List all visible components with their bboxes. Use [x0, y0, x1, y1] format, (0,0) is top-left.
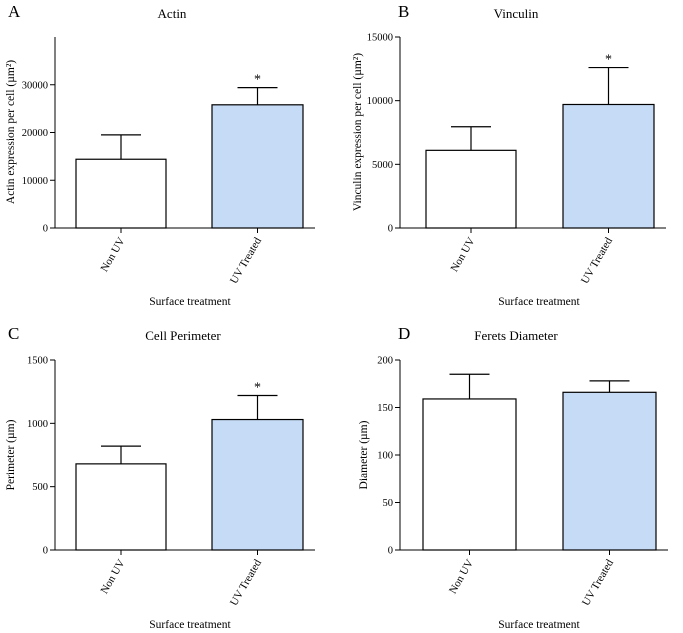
y-tick-label: 500 [32, 482, 48, 493]
y-tick-label: 30000 [22, 80, 48, 91]
y-tick-label: 5000 [372, 160, 393, 171]
x-axis-label: Surface treatment [149, 296, 231, 308]
bar [75, 463, 167, 551]
chart-panel-a: A Actin 0 10000 20000 30000 Non UV * UV Treated A… [5, 2, 315, 308]
y-tick-label: 150 [377, 403, 393, 414]
panel-title: Ferets Diameter [474, 328, 558, 343]
panel-letter: B [398, 2, 409, 21]
bar [211, 104, 304, 229]
panel-letter: D [398, 324, 410, 343]
y-tick-label: 0 [388, 546, 393, 557]
y-tick-label: 200 [377, 356, 393, 367]
category-label: Non UV [447, 557, 476, 596]
significance-marker: * [254, 380, 261, 395]
y-tick-label: 1500 [27, 356, 48, 367]
panel-title: Vinculin [494, 6, 539, 21]
category-label: Non UV [98, 557, 127, 596]
chart-panel-b: B Vinculin 0 5000 10000 15000 Non UV * UV Treate… [352, 2, 666, 308]
bar [425, 149, 517, 229]
x-axis-label: Surface treatment [498, 619, 580, 631]
bar [422, 398, 517, 551]
y-tick-label: 10000 [22, 176, 48, 187]
panel-title: Cell Perimeter [145, 328, 221, 343]
bar [562, 103, 655, 229]
y-tick-label: 100 [377, 451, 393, 462]
y-axis-label: Actin expression per cell (µm²) [5, 60, 17, 204]
panel-title: Actin [158, 6, 187, 21]
y-tick-label: 20000 [22, 128, 48, 139]
y-tick-label: 0 [43, 546, 48, 557]
category-label: Non UV [98, 235, 127, 274]
y-axis-label: Vinculin expression per cell (µm²) [352, 53, 364, 211]
significance-marker: * [254, 73, 261, 88]
category-label: UV Treated [228, 557, 264, 608]
y-tick-label: 50 [383, 498, 394, 509]
y-tick-label: 1000 [27, 419, 48, 430]
y-tick-label: 0 [388, 224, 393, 235]
chart-panel-c: C Cell Perimeter 0 500 1000 1500 Non UV * UV Tre… [5, 324, 315, 631]
y-tick-label: 10000 [367, 96, 393, 107]
y-tick-label: 15000 [367, 33, 393, 44]
panel-letter: A [8, 2, 21, 21]
category-label: UV Treated [579, 235, 615, 286]
x-axis-label: Surface treatment [149, 619, 231, 631]
y-tick-label: 0 [43, 224, 48, 235]
y-axis-label: Perimeter (µm) [5, 419, 17, 490]
significance-marker: * [605, 53, 612, 68]
y-axis-label: Diameter (µm) [358, 420, 370, 489]
category-label: UV Treated [228, 235, 264, 286]
category-label: UV Treated [580, 557, 616, 608]
category-label: Non UV [448, 235, 477, 274]
panel-letter: C [8, 324, 19, 343]
x-axis-label: Surface treatment [498, 296, 580, 308]
bar [211, 418, 304, 551]
bar [562, 391, 657, 551]
chart-panel-d: D Ferets Diameter 0 50 100 150 200 Non UV UV Tre… [358, 324, 668, 631]
bar [75, 158, 167, 229]
